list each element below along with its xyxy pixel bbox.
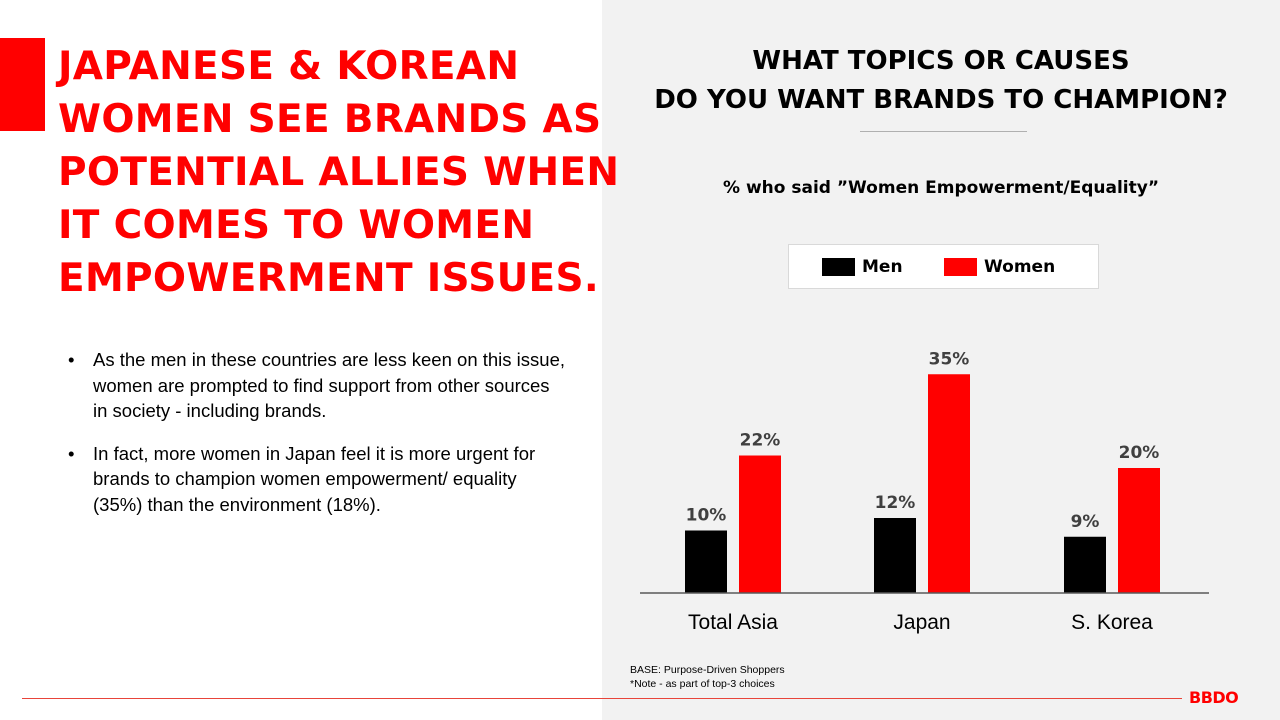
headline-line: IT COMES TO WOMEN bbox=[58, 203, 535, 248]
chart-title-line: DO YOU WANT BRANDS TO CHAMPION? bbox=[654, 85, 1228, 115]
headline-line: JAPANESE & KOREAN bbox=[58, 44, 520, 89]
bbdo-logo: BBDO bbox=[1189, 688, 1239, 707]
x-tick-label: Japan bbox=[893, 611, 950, 634]
x-tick-label: Total Asia bbox=[688, 611, 778, 634]
chart-legend: Men Women bbox=[788, 244, 1099, 289]
data-label-men: 9% bbox=[1071, 512, 1100, 532]
legend-item-women: Women bbox=[944, 257, 1055, 277]
legend-swatch-women bbox=[944, 258, 977, 276]
data-label-men: 10% bbox=[686, 506, 727, 526]
x-tick-label: S. Korea bbox=[1071, 611, 1153, 634]
chart-panel bbox=[602, 0, 1280, 720]
headline-line: WOMEN SEE BRANDS AS bbox=[58, 97, 602, 142]
bar-women bbox=[739, 455, 781, 593]
accent-bar bbox=[0, 38, 45, 131]
bar-women bbox=[928, 374, 970, 593]
data-label-women: 35% bbox=[929, 349, 970, 369]
chart-title-line: WHAT TOPICS OR CAUSES bbox=[752, 46, 1130, 76]
base-text: BASE: Purpose-Driven Shoppers bbox=[630, 664, 785, 676]
bar-chart: 10% 22% Total Asia 12% 35% Japan 9% 20% S. Korea bbox=[640, 349, 1209, 634]
legend-item-men: Men bbox=[822, 257, 903, 277]
legend-label-men: Men bbox=[862, 257, 903, 277]
headline-line: POTENTIAL ALLIES WHEN bbox=[58, 150, 620, 195]
note-text: *Note - as part of top-3 choices bbox=[630, 678, 775, 690]
chart-title: WHAT TOPICS OR CAUSES DO YOU WANT BRANDS… bbox=[602, 42, 1280, 120]
bar-men bbox=[685, 530, 727, 593]
bar-men bbox=[874, 518, 916, 593]
legend-label-women: Women bbox=[984, 257, 1056, 277]
bar-men bbox=[1064, 536, 1106, 593]
bullet-item: As the men in these countries are less k… bbox=[68, 347, 568, 424]
data-label-women: 22% bbox=[740, 431, 781, 451]
headline: JAPANESE & KOREAN WOMEN SEE BRANDS AS PO… bbox=[58, 40, 620, 305]
bullet-item: In fact, more women in Japan feel it is … bbox=[68, 441, 568, 518]
bar-women bbox=[1118, 468, 1160, 593]
headline-line: EMPOWERMENT ISSUES. bbox=[58, 256, 599, 301]
legend-swatch-men bbox=[822, 258, 855, 276]
data-label-men: 12% bbox=[875, 493, 916, 513]
data-label-women: 20% bbox=[1119, 443, 1160, 463]
footer-line bbox=[22, 698, 1182, 699]
title-divider bbox=[860, 131, 1027, 132]
base-note: BASE: Purpose-Driven Shoppers *Note - as… bbox=[630, 663, 785, 691]
bullet-list: As the men in these countries are less k… bbox=[68, 347, 568, 534]
chart-subtitle: % who said ”Women Empowerment/Equality” bbox=[723, 178, 1159, 198]
